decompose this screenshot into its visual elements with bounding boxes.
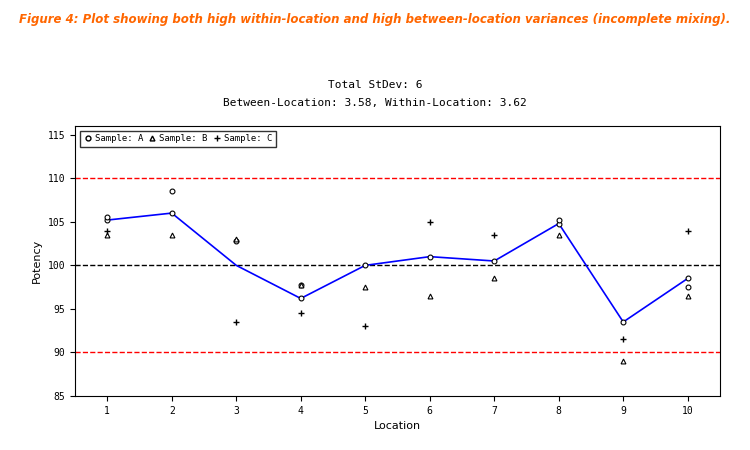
Text: Total StDev: 6: Total StDev: 6 bbox=[328, 80, 422, 90]
Y-axis label: Potency: Potency bbox=[32, 239, 42, 283]
Text: Between-Location: 3.58, Within-Location: 3.62: Between-Location: 3.58, Within-Location:… bbox=[224, 98, 526, 108]
Text: Figure 4: Plot showing both high within-location and high between-location varia: Figure 4: Plot showing both high within-… bbox=[20, 14, 730, 27]
Legend: Sample: A, Sample: B, Sample: C: Sample: A, Sample: B, Sample: C bbox=[80, 130, 276, 147]
X-axis label: Location: Location bbox=[374, 421, 421, 431]
